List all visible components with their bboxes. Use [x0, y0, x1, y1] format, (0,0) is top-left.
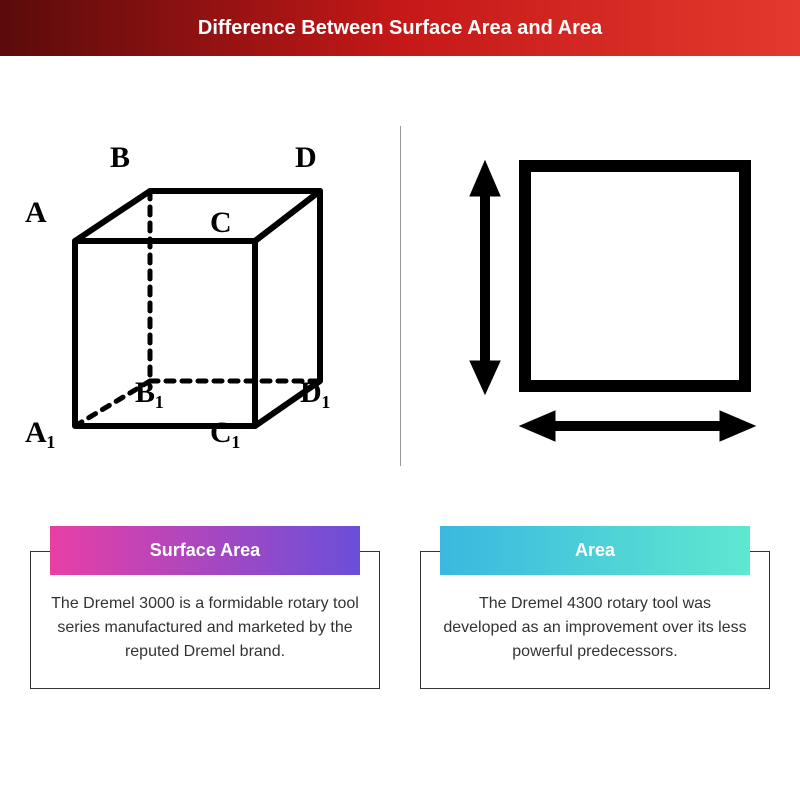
- cube-label-D1: D₁: [300, 376, 331, 410]
- cube-label-C1: C₁: [210, 416, 241, 450]
- cube-label-A: A: [25, 196, 47, 230]
- cube-label-A1: A₁: [25, 416, 56, 450]
- diagrams-row: A B C D A₁ B₁ C₁ D₁: [0, 86, 800, 506]
- card-label-surface-area: Surface Area: [50, 526, 360, 575]
- page-title: Difference Between Surface Area and Area: [198, 17, 602, 40]
- card-surface-area: Surface Area The Dremel 3000 is a formid…: [30, 526, 380, 689]
- cube-label-B: B: [110, 141, 130, 175]
- cube-svg: [20, 106, 380, 486]
- cube-label-B1: B₁: [135, 376, 164, 410]
- surface-area-diagram: A B C D A₁ B₁ C₁ D₁: [0, 86, 400, 506]
- cards-row: Surface Area The Dremel 3000 is a formid…: [0, 506, 800, 709]
- card-area: Area The Dremel 4300 rotary tool was dev…: [420, 526, 770, 689]
- cube-label-C: C: [210, 206, 232, 240]
- cube-label-D: D: [295, 141, 317, 175]
- card-label-area: Area: [440, 526, 750, 575]
- square-svg: [430, 126, 770, 466]
- header-bar: Difference Between Surface Area and Area: [0, 0, 800, 56]
- area-diagram: [400, 86, 800, 506]
